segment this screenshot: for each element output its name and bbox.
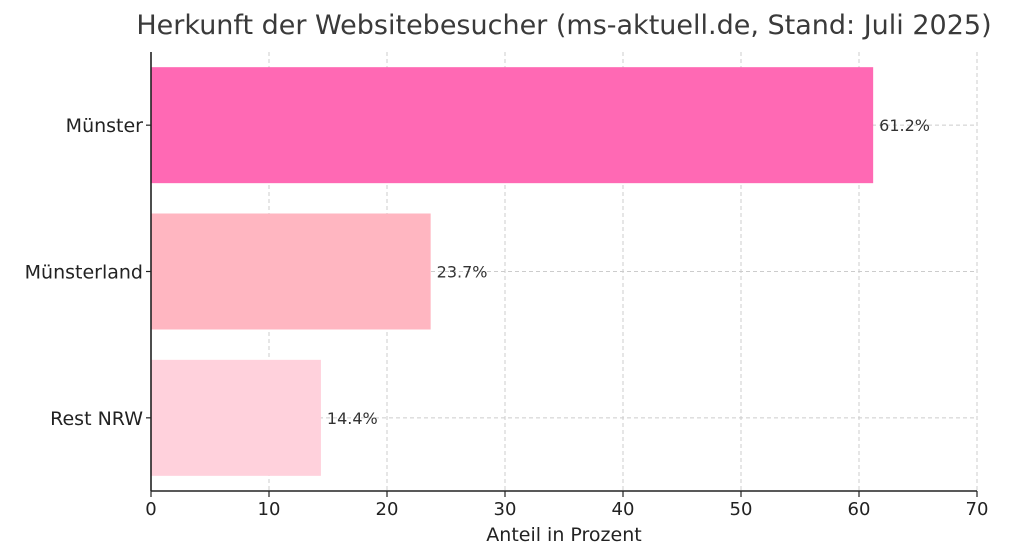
x-axis-label: Anteil in Prozent xyxy=(486,524,641,546)
axes: Münster Münsterland Rest NRW 0 10 20 30 40 50 60 7… xyxy=(25,52,989,520)
x-tick-label: 30 xyxy=(494,499,517,520)
x-tick-label: 40 xyxy=(612,499,635,520)
category-label: Münster xyxy=(66,115,144,137)
category-label: Rest NRW xyxy=(50,408,143,430)
bar-value-label: 14.4% xyxy=(327,409,378,428)
x-tick-label: 10 xyxy=(258,499,281,520)
x-tick-label: 0 xyxy=(145,499,156,520)
bar-value-label: 61.2% xyxy=(879,116,930,135)
bar xyxy=(151,359,321,476)
bar xyxy=(151,213,431,330)
category-label: Münsterland xyxy=(25,262,143,284)
chart-title: Herkunft der Websitebesucher (ms-aktuell… xyxy=(136,10,991,41)
x-tick-label: 50 xyxy=(730,499,753,520)
x-tick-label: 60 xyxy=(848,499,871,520)
x-tick-label: 20 xyxy=(376,499,399,520)
bar xyxy=(151,67,874,184)
x-tick-label: 70 xyxy=(966,499,989,520)
bar-value-label: 23.7% xyxy=(437,263,488,282)
bars: 61.2% 23.7% 14.4% xyxy=(151,67,930,476)
